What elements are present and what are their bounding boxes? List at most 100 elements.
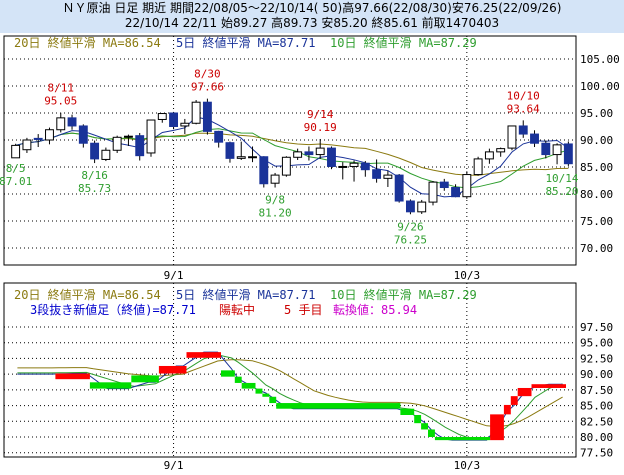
annotation-date: 9/26 bbox=[397, 220, 424, 233]
main-y-tick-label: 70.00 bbox=[580, 242, 613, 255]
brick-up bbox=[510, 396, 518, 405]
tlb-y-tick-label: 95.00 bbox=[580, 337, 613, 350]
candle-body bbox=[451, 187, 461, 198]
candle-body bbox=[304, 151, 314, 156]
candle-body bbox=[191, 101, 201, 124]
candle-body bbox=[180, 122, 190, 127]
annotation-date: 8/5 bbox=[6, 162, 26, 175]
main-y-tick-label: 105.00 bbox=[580, 53, 620, 66]
candle-body bbox=[518, 125, 528, 135]
candle-body bbox=[56, 117, 66, 131]
main-y-tick-label: 85.00 bbox=[580, 161, 613, 174]
candle-body bbox=[214, 130, 224, 143]
tlb-x-tick-label: 10/3 bbox=[454, 459, 481, 472]
main-x-tick-label: 9/1 bbox=[164, 269, 184, 282]
main-legend-item: 20日 終値平滑 MA=86.54 bbox=[14, 35, 161, 50]
brick-up bbox=[503, 404, 511, 415]
tlb-legend-item: 10日 終値平滑 MA=87.29 bbox=[330, 287, 477, 302]
annotation-value: 85.73 bbox=[78, 182, 111, 195]
header-title-line: ＮＹ原油 日足 期近 期間22/08/05～22/10/14( 50)高97.6… bbox=[62, 1, 562, 15]
candle-body bbox=[327, 147, 336, 167]
candle-body bbox=[541, 142, 551, 156]
brick-down bbox=[434, 437, 491, 441]
candle-body bbox=[360, 162, 370, 171]
main-y-tick-label: 90.00 bbox=[580, 134, 613, 147]
tlb-legend-item: 20日 終値平滑 MA=86.54 bbox=[14, 287, 161, 302]
tlb-info-value: 3段抜き新値足（終値)=87.71 bbox=[30, 302, 196, 317]
candle-body bbox=[372, 169, 382, 179]
candle-body bbox=[225, 142, 235, 159]
annotation-date: 10/14 bbox=[545, 172, 578, 185]
main-y-tick-label: 95.00 bbox=[580, 107, 613, 120]
tlb-ma20-line bbox=[17, 359, 563, 427]
ma10-line bbox=[15, 128, 569, 189]
candle-body bbox=[248, 156, 257, 159]
candle-body bbox=[394, 174, 404, 202]
brick-up bbox=[531, 384, 566, 388]
annotation-value: 90.19 bbox=[304, 121, 337, 134]
candle-body bbox=[462, 174, 472, 198]
brick-down bbox=[241, 382, 256, 389]
candle-body bbox=[236, 156, 246, 159]
candle-body bbox=[530, 133, 539, 144]
candle-body bbox=[270, 174, 280, 184]
brick-up bbox=[490, 414, 504, 441]
tlb-y-tick-label: 97.50 bbox=[580, 321, 613, 334]
tlb-x-tick-label: 9/1 bbox=[164, 459, 184, 472]
candle-body bbox=[473, 158, 483, 176]
brick-down bbox=[89, 382, 132, 389]
brick-down bbox=[428, 429, 435, 437]
annotation-date: 8/16 bbox=[81, 169, 108, 182]
brick-up bbox=[55, 373, 90, 380]
brick-down bbox=[262, 393, 270, 397]
candle-body bbox=[507, 125, 517, 149]
candle-body bbox=[11, 144, 21, 159]
candle-body bbox=[169, 112, 179, 127]
candle-body bbox=[112, 136, 122, 151]
candle-body bbox=[259, 156, 269, 185]
candle-body bbox=[405, 200, 415, 213]
brick-down bbox=[414, 415, 422, 424]
main-x-tick-label: 10/3 bbox=[454, 269, 481, 282]
annotation-value: 76.25 bbox=[394, 233, 427, 246]
candle-body bbox=[383, 174, 393, 179]
main-y-tick-label: 100.00 bbox=[580, 80, 620, 93]
brick-up bbox=[186, 352, 221, 358]
brick-up bbox=[158, 365, 187, 374]
brick-down bbox=[234, 376, 242, 383]
candle-body bbox=[202, 101, 212, 132]
annotation-value: 87.01 bbox=[0, 175, 32, 188]
main-chart-frame bbox=[3, 35, 577, 266]
tlb-info-trend: 陽転中 bbox=[219, 302, 255, 317]
candle-body bbox=[349, 162, 359, 167]
candle-body bbox=[101, 149, 111, 160]
candle-body bbox=[33, 137, 43, 140]
candle-body bbox=[157, 113, 167, 120]
title-header: ＮＹ原油 日足 期近 期間22/08/05～22/10/14( 50)高97.6… bbox=[0, 0, 624, 33]
tlb-y-tick-label: 77.50 bbox=[580, 447, 613, 460]
candle-body bbox=[281, 156, 291, 176]
annotation-date: 10/10 bbox=[507, 89, 540, 102]
brick-down bbox=[400, 408, 415, 415]
brick-down bbox=[131, 375, 159, 383]
tlb-legend-item: 5日 終値平滑 MA=87.71 bbox=[176, 287, 315, 302]
candle-body bbox=[563, 143, 573, 165]
annotation-date: 8/30 bbox=[194, 68, 221, 81]
tlb-y-tick-label: 90.00 bbox=[580, 368, 613, 381]
tlb-info-count: 5 手目 bbox=[284, 303, 322, 317]
main-legend-item: 5日 終値平滑 MA=87.71 bbox=[176, 35, 315, 50]
candle-body bbox=[67, 117, 77, 127]
annotation-date: 9/14 bbox=[307, 108, 334, 121]
candle-body bbox=[146, 119, 156, 154]
candle-body bbox=[338, 165, 348, 168]
annotation-date: 8/11 bbox=[48, 82, 75, 95]
annotation-value: 97.66 bbox=[191, 81, 224, 94]
candle-body bbox=[123, 135, 133, 138]
main-y-tick-label: 75.00 bbox=[580, 215, 613, 228]
candle-body bbox=[45, 129, 54, 141]
candle-body bbox=[417, 201, 427, 213]
candle-body bbox=[315, 147, 325, 156]
brick-up bbox=[517, 387, 532, 397]
main-legend-item: 10日 終値平滑 MA=87.29 bbox=[330, 35, 477, 50]
